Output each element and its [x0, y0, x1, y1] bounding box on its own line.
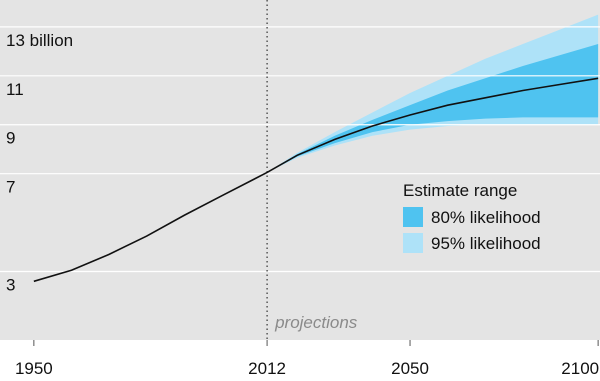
y-tick-label: 3	[6, 276, 15, 295]
x-tick-label: 2012	[248, 359, 286, 378]
y-tick-label: 13 billion	[6, 31, 73, 50]
legend-label: 95% likelihood	[431, 234, 541, 253]
legend-label: 80% likelihood	[431, 208, 541, 227]
legend-swatch	[403, 233, 423, 253]
population-line	[33, 77, 599, 283]
legend-swatch	[403, 207, 423, 227]
y-tick-label: 9	[6, 129, 15, 148]
x-tick-label: 2100	[561, 359, 599, 378]
x-tick-label: 1950	[15, 359, 53, 378]
y-tick-label: 11	[6, 80, 24, 99]
legend-title: Estimate range	[403, 181, 517, 200]
y-tick-label: 7	[6, 178, 15, 197]
annotation-text: projections	[274, 313, 358, 332]
x-tick-label: 2050	[391, 359, 429, 378]
